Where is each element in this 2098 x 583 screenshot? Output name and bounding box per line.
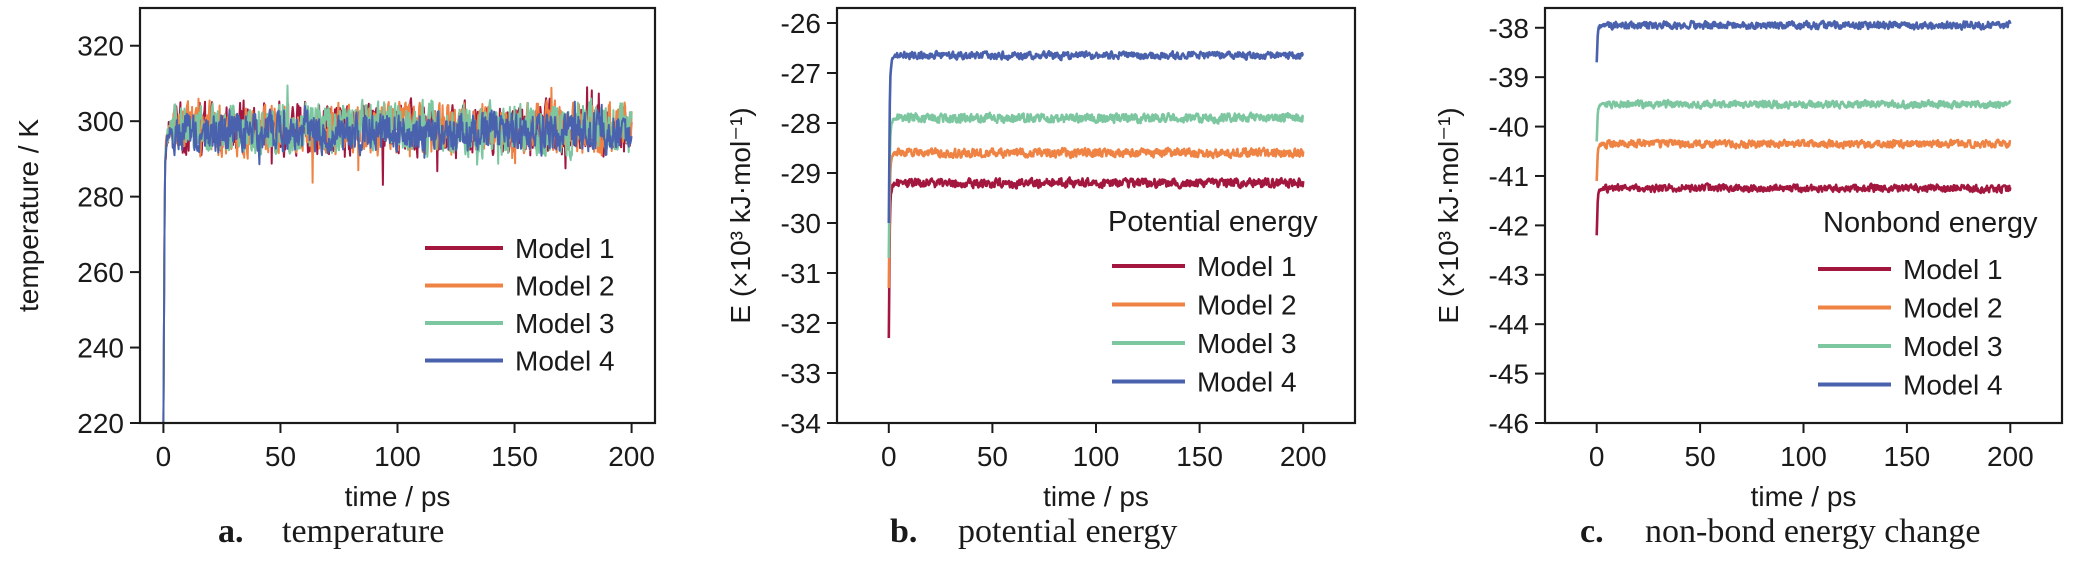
y-tick-label: -30 (781, 208, 821, 239)
y-tick-label: -38 (1489, 13, 1529, 44)
series-line-1 (887, 176, 1305, 339)
y-tick-label: -46 (1489, 408, 1529, 439)
y-tick-label: -32 (781, 308, 821, 339)
x-tick-label: 200 (1280, 441, 1327, 472)
y-tick-label: -39 (1489, 62, 1529, 93)
y-tick-label: 280 (77, 182, 124, 213)
x-tick-label: 150 (1176, 441, 1223, 472)
x-axis-label: time / ps (1043, 481, 1149, 512)
series-line-2 (887, 146, 1305, 289)
panel-b: 0 50 100 150 200 -34 -33 -32 -31 -30 -29 -28 -27 -26 t… (725, 6, 1357, 550)
legend-label-1: Model 1 (1903, 254, 2003, 285)
y-tick-label: 260 (77, 257, 124, 288)
x-axis-label: time / ps (345, 481, 451, 512)
legend-label-4: Model 4 (1197, 367, 1297, 398)
series-line-3 (1595, 98, 2012, 142)
legend-label-1: Model 1 (515, 233, 615, 264)
y-tick-label: 320 (77, 31, 124, 62)
y-tick-label: -40 (1489, 112, 1529, 143)
legend-label-2: Model 2 (1197, 290, 1297, 321)
series-line-4 (162, 100, 633, 423)
x-tick-label: 200 (1987, 441, 2034, 472)
y-tick-label: 220 (77, 408, 124, 439)
caption-text: temperature (282, 513, 444, 550)
y-tick-label: 240 (77, 333, 124, 364)
y-tick-label: -27 (781, 58, 821, 89)
series-line-3 (887, 111, 1305, 259)
x-tick-label: 50 (1685, 441, 1716, 472)
y-axis-label: temperature / K (13, 119, 44, 312)
plot-area (887, 49, 1305, 339)
x-tick-label: 100 (1780, 441, 1827, 472)
x-tick-label: 0 (156, 441, 172, 472)
plot-area (162, 84, 633, 423)
y-tick-label: -42 (1489, 210, 1529, 241)
y-tick-label: -44 (1489, 309, 1529, 340)
series-line-4 (887, 49, 1304, 224)
legend-label-1: Model 1 (1197, 251, 1297, 282)
x-tick-label: 100 (1073, 441, 1120, 472)
y-tick-label: -31 (781, 258, 821, 289)
y-tick-label: -28 (781, 108, 821, 139)
x-axis-label: time / ps (1751, 481, 1857, 512)
y-axis-label: E (×10³ kJ·mol⁻¹) (1433, 107, 1464, 323)
y-tick-label: -34 (781, 408, 821, 439)
y-tick-label: -29 (781, 158, 821, 189)
y-tick-label: -45 (1489, 359, 1529, 390)
legend-label-3: Model 3 (515, 308, 615, 339)
series-line-1 (1595, 182, 2012, 236)
legend-label-3: Model 3 (1197, 328, 1297, 359)
caption-letter: a. (218, 513, 244, 550)
y-tick-label: -43 (1489, 260, 1529, 291)
y-tick-label: -41 (1489, 161, 1529, 192)
panel-c: 0 50 100 150 200 -46 -45 -44 -43 -42 -41 -40 -39 -38 t… (1433, 6, 2064, 550)
y-axis-label: E (×10³ kJ·mol⁻¹) (725, 107, 756, 323)
caption-letter: c. (1580, 513, 1604, 550)
y-tick-label: 300 (77, 106, 124, 137)
x-tick-label: 50 (265, 441, 296, 472)
y-tick-label: -26 (781, 8, 821, 39)
caption-letter: b. (890, 513, 917, 550)
x-tick-label: 100 (374, 441, 421, 472)
legend-label-3: Model 3 (1903, 331, 2003, 362)
x-tick-label: 0 (1589, 441, 1605, 472)
legend-label-4: Model 4 (515, 346, 615, 377)
legend-label-2: Model 2 (1903, 293, 2003, 324)
plot-area (1595, 19, 2012, 236)
legend-title: Potential energy (1108, 206, 1318, 238)
x-tick-label: 0 (881, 441, 897, 472)
x-tick-label: 150 (491, 441, 538, 472)
series-line-4 (1595, 19, 2012, 63)
x-tick-label: 50 (977, 441, 1008, 472)
x-tick-label: 200 (608, 441, 655, 472)
x-tick-label: 150 (1884, 441, 1931, 472)
caption-text: non-bond energy change (1645, 513, 1980, 550)
legend-label-2: Model 2 (515, 271, 615, 302)
legend-label-4: Model 4 (1903, 370, 2003, 401)
caption-text: potential energy (958, 513, 1177, 550)
series-line-2 (1595, 138, 2012, 181)
legend-title: Nonbond energy (1823, 207, 2038, 239)
y-tick-label: -33 (781, 358, 821, 389)
